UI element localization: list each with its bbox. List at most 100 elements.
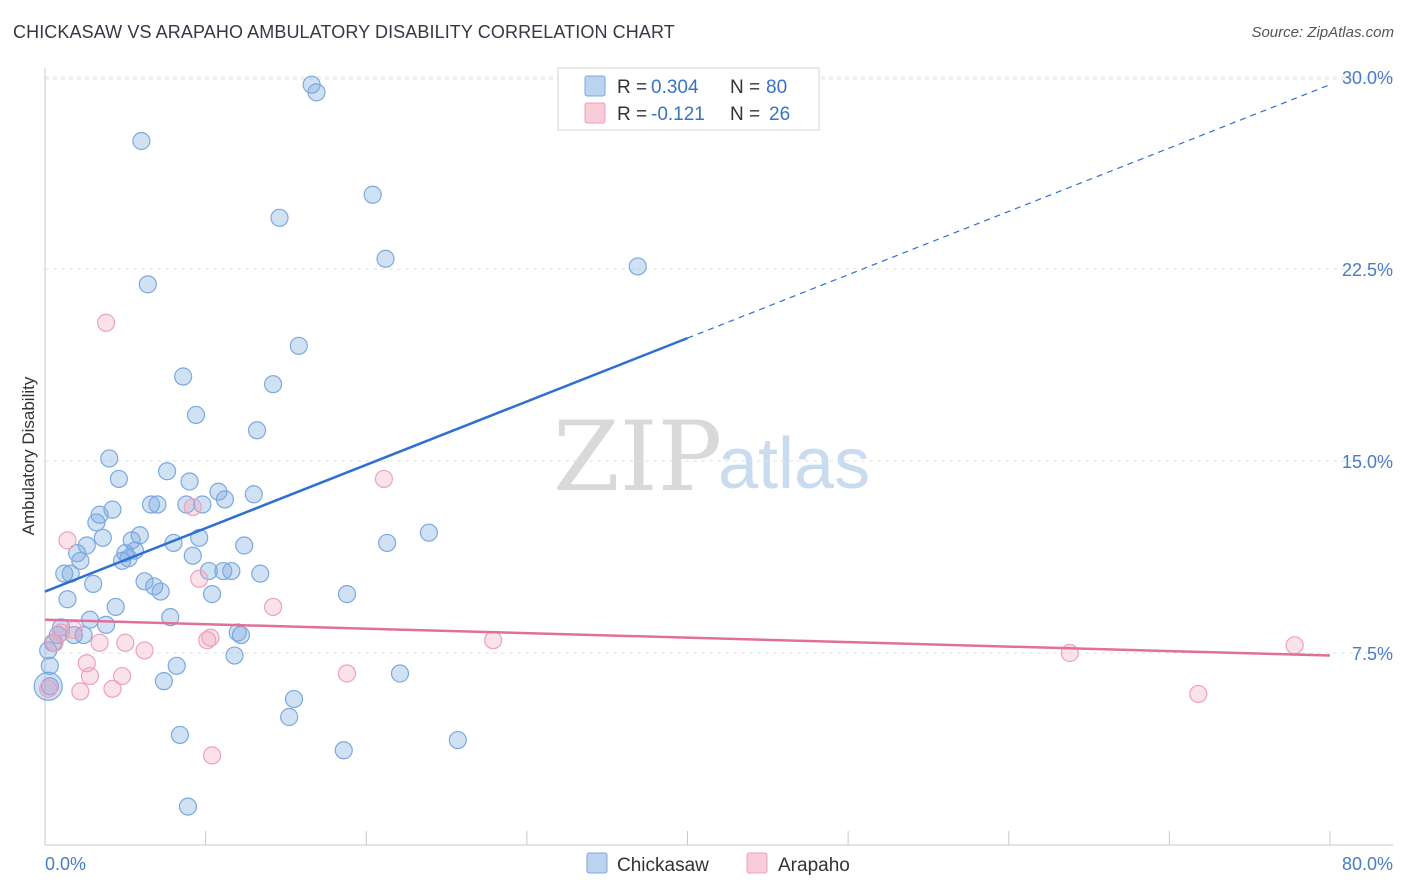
arapaho-n-value: 26 (769, 104, 790, 125)
chickasaw-point (337, 585, 357, 604)
arapaho-point (103, 679, 122, 698)
chickasaw-point (199, 561, 218, 581)
chickasaw-point (71, 551, 90, 570)
arapaho-r-label: R = (617, 104, 647, 125)
chickasaw-point (235, 536, 254, 555)
chickasaw-point (109, 469, 128, 489)
grid (45, 76, 1393, 654)
chickasaw-point (363, 185, 382, 204)
chickasaw-point (103, 500, 122, 519)
chickasaw-point (141, 495, 161, 514)
chickasaw-point (186, 405, 206, 425)
chickasaw-bottom-swatch (586, 852, 608, 874)
chickasaw-point (93, 528, 112, 547)
chickasaw-point (96, 615, 116, 634)
chickasaw-point (202, 585, 222, 604)
y-tick-label: 30.0% (1342, 68, 1393, 88)
chickasaw-point (378, 533, 397, 553)
arapaho-point (45, 633, 64, 652)
y-tick-label: 22.5% (1342, 260, 1393, 280)
chickasaw-point (161, 608, 180, 627)
watermark-zip: ZIP (553, 401, 722, 513)
chickasaw-n-value: 80 (766, 77, 787, 98)
arapaho-points (39, 313, 1304, 765)
chickasaw-r-label: R = (617, 77, 647, 98)
chickasaw-point (284, 689, 304, 709)
chickasaw-point (55, 564, 74, 583)
chickasaw-point (307, 83, 326, 102)
chickasaw-bottom-label: Chickasaw (617, 855, 709, 876)
arapaho-legend-swatch (584, 102, 606, 124)
arapaho-point (71, 682, 90, 701)
chickasaw-point (376, 249, 395, 268)
chickasaw-point (280, 707, 299, 727)
chickasaw-point (151, 582, 170, 601)
chickasaw-point (84, 574, 103, 593)
chickasaw-point (628, 257, 647, 276)
watermark-atlas: atlas (718, 424, 870, 504)
chickasaw-point (132, 131, 151, 151)
chickasaw-point (270, 208, 289, 227)
chickasaw-points (33, 75, 647, 816)
trend-lines (44, 84, 1331, 657)
chart-title: CHICKASAW VS ARAPAHO AMBULATORY DISABILI… (13, 22, 675, 42)
arapaho-point (39, 679, 58, 698)
chickasaw-point (222, 561, 241, 581)
arapaho-point (116, 633, 135, 652)
y-axis-title: Ambulatory Disability (19, 376, 38, 535)
chickasaw-point (247, 421, 267, 440)
arapaho-point (201, 628, 220, 647)
chickasaw-r-value: 0.304 (651, 77, 699, 98)
arapaho-point (263, 597, 283, 617)
chickasaw-point (138, 275, 157, 294)
arapaho-point (183, 497, 202, 517)
chickasaw-point (183, 546, 202, 565)
chickasaw-trend-extension (687, 84, 1331, 339)
arapaho-point (1189, 684, 1208, 704)
y-tick-label: 15.0% (1342, 452, 1393, 472)
arapaho-trend-line (44, 618, 1331, 657)
y-tick-label: 7.5% (1352, 644, 1393, 664)
chickasaw-point (334, 741, 353, 760)
arapaho-point (135, 641, 154, 660)
chickasaw-point (174, 367, 193, 386)
arapaho-point (90, 633, 109, 652)
chickasaw-point (263, 375, 283, 394)
arapaho-n-label: N = (730, 104, 760, 125)
chickasaw-point (180, 472, 199, 491)
arapaho-bottom-swatch (746, 852, 768, 874)
arapaho-point (198, 631, 217, 650)
x-tick-label-max: 80.0% (1342, 854, 1393, 874)
arapaho-point (58, 531, 77, 550)
chickasaw-point (130, 526, 149, 545)
series-legend: Chickasaw Arapaho (586, 852, 850, 876)
chickasaw-point (74, 625, 93, 645)
chickasaw-point (58, 590, 77, 609)
arapaho-bottom-label: Arapaho (778, 855, 850, 876)
arapaho-point (96, 313, 116, 332)
chickasaw-point (390, 664, 410, 683)
arapaho-point (1285, 636, 1304, 655)
y-tick-labels: 7.5% 15.0% 22.5% 30.0% (1342, 68, 1393, 664)
arapaho-point (374, 469, 394, 489)
chickasaw-n-label: N = (730, 77, 760, 98)
x-tick-label-min: 0.0% (45, 854, 86, 874)
chickasaw-point (215, 490, 234, 509)
chickasaw-point (225, 646, 244, 665)
chickasaw-point (170, 725, 190, 745)
source-label: Source: ZipAtlas.com (1251, 24, 1394, 41)
chickasaw-legend-swatch (584, 75, 606, 97)
arapaho-point (112, 666, 132, 686)
chickasaw-trend-line (44, 336, 688, 593)
x-ticks (44, 831, 1331, 845)
chickasaw-point (100, 449, 119, 468)
chickasaw-point (448, 730, 467, 750)
chickasaw-point (167, 656, 186, 675)
arapaho-point (64, 620, 84, 640)
arapaho-point (80, 666, 100, 686)
chickasaw-point (419, 523, 438, 542)
chickasaw-point (157, 462, 177, 481)
arapaho-point (190, 569, 209, 588)
arapaho-point (337, 664, 357, 683)
